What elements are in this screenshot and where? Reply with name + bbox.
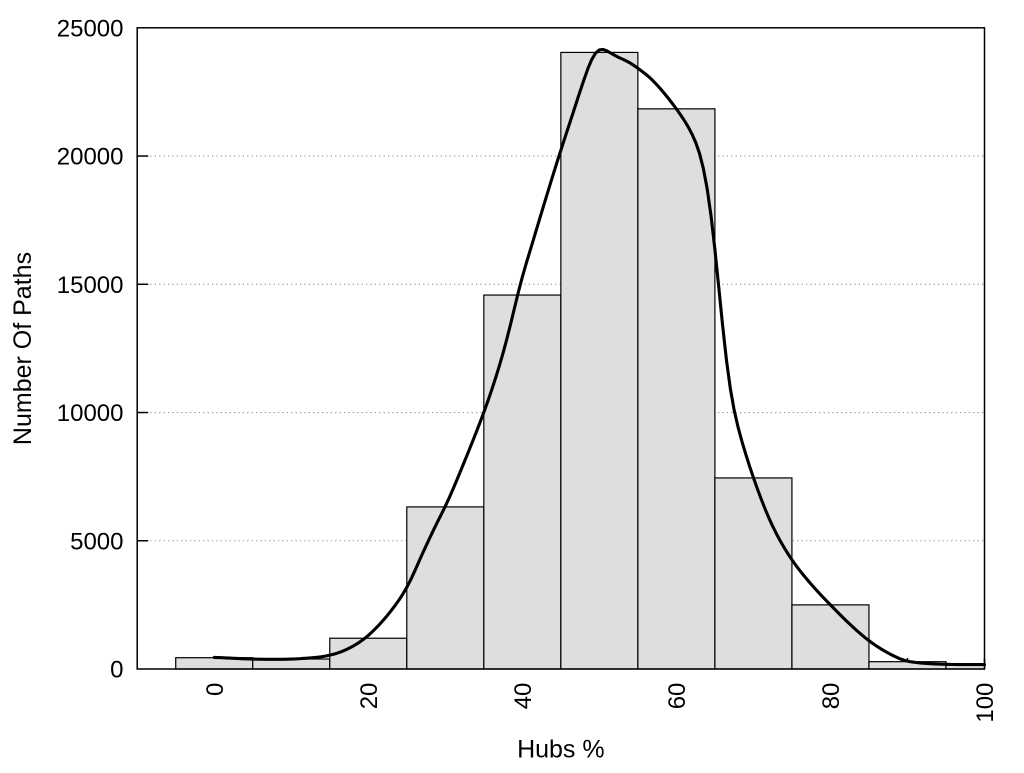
histogram-bar-50 (560, 51, 639, 670)
x-tick-label-20: 20 (356, 683, 383, 710)
histogram-bar-30 (406, 506, 485, 670)
x-tick-label-60: 60 (664, 683, 691, 710)
y-axis-tick-labels: 0 5000 10000 15000 20000 25000 (57, 16, 124, 684)
y-tick-label-0: 0 (110, 657, 123, 684)
histogram-bars (175, 51, 986, 670)
x-axis-tick-labels: 0 20 40 60 80 100 (202, 683, 999, 723)
gridlines (137, 155, 985, 542)
y-axis-ticks (137, 155, 149, 542)
y-tick-label-15000: 15000 (57, 272, 124, 299)
density-curve (212, 47, 987, 667)
x-tick-label-0: 0 (202, 683, 229, 696)
x-tick-label-40: 40 (510, 683, 537, 710)
plot-border (136, 27, 986, 670)
y-tick-label-10000: 10000 (57, 400, 124, 427)
histogram-bar-40 (483, 294, 562, 670)
histogram-bar-60 (637, 108, 716, 670)
x-axis-title: Hubs % (517, 736, 605, 764)
y-axis-title: Number Of Paths (9, 252, 37, 445)
y-tick-label-5000: 5000 (70, 528, 123, 555)
histogram-bar-70 (714, 477, 793, 670)
y-tick-label-25000: 25000 (57, 16, 124, 43)
x-tick-label-100: 100 (972, 683, 999, 723)
histogram-bar-80 (791, 604, 870, 670)
y-tick-label-20000: 20000 (57, 144, 124, 171)
x-tick-label-80: 80 (818, 683, 845, 710)
histogram-bar-20 (329, 637, 408, 670)
